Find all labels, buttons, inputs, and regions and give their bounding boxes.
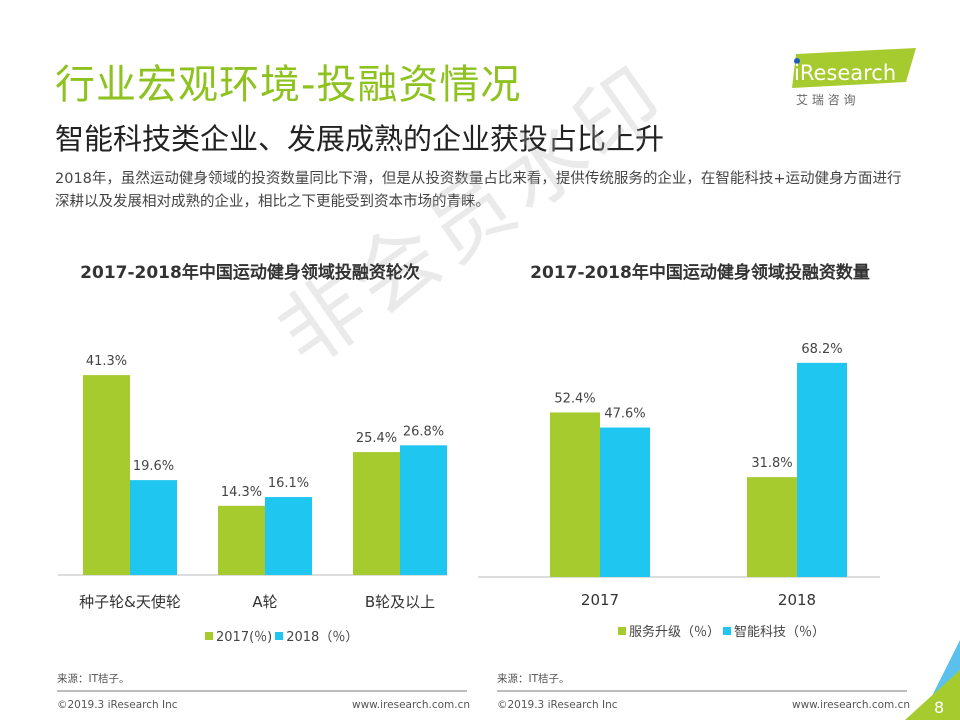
copyright: ©2019.3 iResearch Inc	[497, 699, 618, 711]
data-label: 47.6%	[604, 407, 645, 422]
legend-label: 2017(％)	[216, 630, 273, 645]
chart1-legend: 2017(％) 2018（％）	[205, 626, 358, 645]
category-label: B轮及以上	[365, 593, 435, 611]
bar	[83, 375, 130, 575]
website: www.iresearch.com.cn	[352, 699, 471, 711]
category-label: A轮	[252, 593, 277, 611]
logo-subtext: 艾 瑞 咨 询	[796, 92, 855, 107]
legend-swatch-service	[618, 626, 626, 635]
legend-swatch-2018	[275, 631, 284, 640]
divider	[497, 690, 907, 692]
bar	[400, 445, 447, 575]
data-label: 26.8%	[403, 424, 444, 439]
legend-label: 智能科技（％）	[734, 625, 826, 640]
legend-swatch-smart	[723, 626, 732, 635]
bar	[265, 497, 312, 575]
source-left: 来源：IT桔子。	[57, 673, 130, 685]
website: www.iresearch.com.cn	[792, 699, 911, 711]
legend-swatch-2017	[205, 631, 213, 640]
legend-label: 2018（％）	[286, 630, 359, 645]
data-label: 31.8%	[751, 456, 792, 471]
iresearch-logo: iResearch 艾 瑞 咨 询	[788, 48, 918, 108]
data-label: 19.6%	[133, 459, 174, 474]
bar	[600, 427, 650, 577]
category-label: 种子轮&天使轮	[79, 593, 181, 611]
data-label: 52.4%	[554, 391, 595, 406]
bar	[747, 477, 797, 577]
category-label: 2018	[778, 591, 816, 609]
source-right: 来源：IT桔子。	[497, 673, 570, 685]
page-number: 8	[934, 698, 944, 717]
chart1-title: 2017-2018年中国运动健身领域投融资轮次	[80, 263, 420, 283]
bar	[797, 362, 847, 577]
category-label: 2017	[581, 591, 619, 609]
data-label: 25.4%	[356, 431, 397, 446]
description: 2018年，虽然运动健身领域的投资数量同比下滑，但是从投资数量占比来看，提供传统…	[55, 171, 902, 210]
page-corner-decoration: 8	[905, 640, 960, 720]
bar	[130, 480, 177, 575]
chart2-title: 2017-2018年中国运动健身领域投融资数量	[530, 263, 870, 283]
legend-label: 服务升级（％）	[629, 625, 721, 640]
bar	[550, 412, 600, 577]
data-label: 16.1%	[268, 476, 309, 491]
page-subtitle: 智能科技类企业、发展成熟的企业获投占比上升	[55, 122, 665, 156]
divider	[57, 690, 467, 692]
data-label: 14.3%	[221, 485, 262, 500]
data-label: 68.2%	[801, 342, 842, 357]
chart2-legend: 服务升级（％） 智能科技（％）	[618, 621, 825, 640]
data-label: 41.3%	[86, 354, 127, 369]
logo-text: iResearch	[794, 61, 896, 85]
copyright: ©2019.3 iResearch Inc	[57, 699, 178, 711]
page-title: 行业宏观环境-投融资情况	[55, 62, 522, 108]
bar	[353, 452, 400, 575]
bar	[218, 505, 265, 575]
